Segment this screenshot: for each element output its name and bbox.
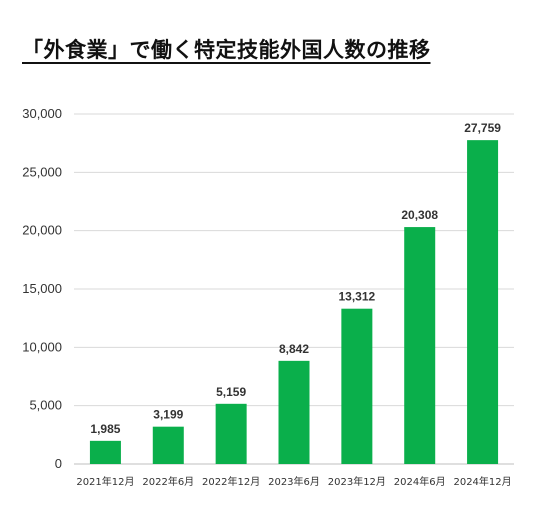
y-tick-label: 10,000	[22, 339, 62, 354]
bar	[341, 308, 373, 464]
x-axis-category-labels: 2021年12月 2022年6月 2022年12月 2023年6月 2023年12月 20…	[76, 475, 511, 488]
bar	[89, 440, 121, 464]
x-category-label: 2023年6月	[268, 475, 320, 488]
data-label: 27,759	[464, 121, 501, 135]
data-label: 8,842	[279, 342, 309, 356]
bar	[467, 140, 499, 464]
y-tick-label: 5,000	[29, 398, 62, 413]
y-tick-label: 25,000	[22, 164, 62, 179]
data-label: 5,159	[216, 385, 246, 399]
chart-title: 「外食業」で働く特定技能外国人数の推移	[22, 38, 431, 62]
x-category-label: 2024年12月	[453, 475, 511, 488]
y-tick-label: 30,000	[22, 106, 62, 121]
bar	[404, 227, 436, 464]
y-tick-label: 15,000	[22, 281, 62, 296]
x-category-label: 2023年12月	[328, 475, 386, 488]
x-category-label: 2022年6月	[142, 475, 194, 488]
data-label: 3,199	[153, 408, 183, 422]
data-label: 1,985	[90, 422, 120, 436]
data-label: 13,312	[339, 290, 376, 304]
y-tick-label: 0	[55, 456, 62, 471]
y-tick-label: 20,000	[22, 223, 62, 238]
bar	[278, 360, 310, 464]
bar	[215, 403, 247, 464]
x-category-label: 2024年6月	[394, 475, 446, 488]
y-axis-tick-labels: 0 5,000 10,000 15,000 20,000 25,000 30,000	[22, 106, 62, 471]
data-label: 20,308	[401, 208, 438, 222]
bar	[152, 426, 184, 464]
data-labels: 1,985 3,199 5,159 8,842 13,312 20,308 27,759	[90, 121, 501, 436]
bars	[89, 140, 499, 464]
x-category-label: 2022年12月	[202, 475, 260, 488]
x-category-label: 2021年12月	[76, 475, 134, 488]
